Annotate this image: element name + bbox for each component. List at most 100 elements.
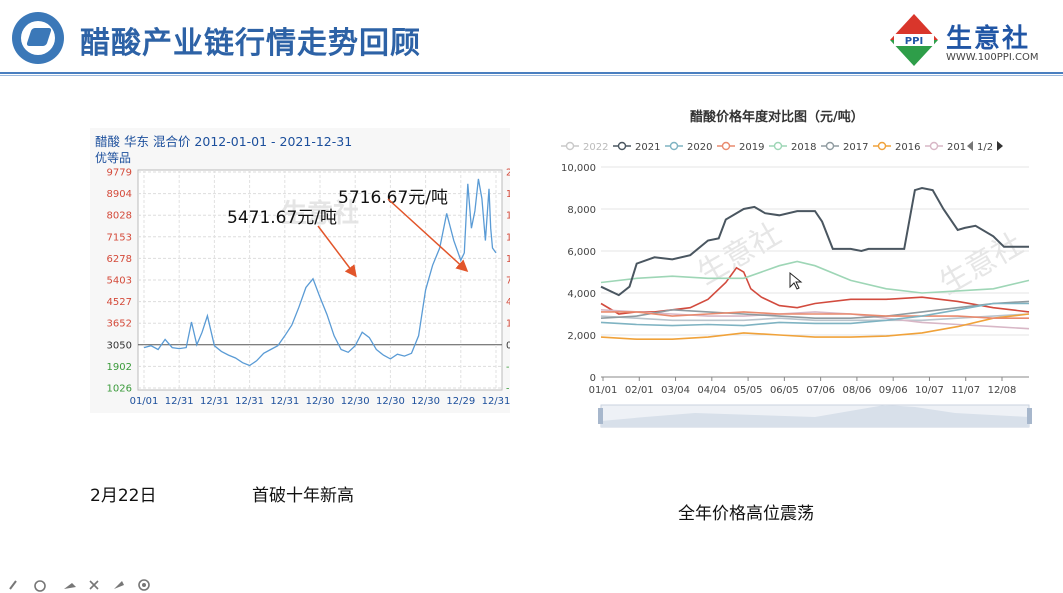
brand-name: 生意社 — [946, 24, 1031, 54]
legend-label: 2016 — [895, 142, 920, 153]
legend-page-indicator: 1/2 — [977, 142, 993, 153]
legend-swatch-dot — [669, 141, 679, 151]
legend-label: 2017 — [843, 142, 868, 153]
left-chart-svg: 生意社 9779 220.64% 8904 191.94% 8028 163.24% 7153… — [107, 168, 510, 408]
left-chart-title: 醋酸 华东 混合价 2012-01-01 - 2021-12-31 — [95, 134, 353, 149]
right-y-tick-label: 48.45% — [506, 297, 510, 308]
left-price-chart: 醋酸 华东 混合价 2012-01-01 - 2021-12-31 优等品 生意… — [90, 128, 510, 413]
legend-item-2017[interactable]: 2017 — [821, 141, 868, 153]
legend-swatch-dot — [929, 141, 939, 151]
brand-ppi-text: PPI — [905, 36, 923, 47]
legend-label: 2022 — [583, 142, 608, 153]
right-y-tick-label: 191.94% — [506, 189, 510, 200]
legend-prev-icon[interactable] — [967, 141, 973, 151]
left-y-tick-label: 8904 — [107, 189, 132, 200]
left-y-tick-label: 9779 — [107, 168, 132, 179]
legend-label: 2021 — [635, 142, 660, 153]
mouse-cursor-icon — [789, 271, 803, 290]
annotation-price-2: 5716.67元/吨 — [338, 188, 449, 208]
left-x-tick-label: 12/29 — [446, 396, 475, 407]
left-y-tick-label: 3050 — [107, 340, 132, 351]
right-y-tick-label: 10,000 — [561, 163, 596, 174]
zoom-slider-preview — [601, 405, 1029, 427]
left-y-tick-label: 6278 — [107, 254, 132, 265]
laser-pointer-icon — [138, 579, 150, 591]
pen-tool-icon — [34, 580, 46, 592]
legend-swatch-dot — [877, 141, 887, 151]
legend-item-2021[interactable]: 2021 — [613, 141, 660, 153]
left-x-tick-label: 12/30 — [306, 396, 335, 407]
right-y-tick-label: -66.33% — [506, 384, 510, 395]
legend-swatch-dot — [565, 141, 575, 151]
series-line-2017 — [600, 300, 1030, 319]
series-line-2020 — [600, 302, 1029, 327]
right-y-tick-label: 4,000 — [567, 289, 596, 300]
left-y-tick-label: 1902 — [107, 362, 132, 373]
slide-toolbar[interactable] — [6, 577, 166, 593]
right-x-tick-label: 01/01 — [589, 385, 618, 396]
legend-item-2020[interactable]: 2020 — [665, 141, 712, 153]
right-x-tick-label: 12/08 — [988, 385, 1017, 396]
caption-date: 2月22日 — [90, 486, 157, 506]
legend-item-2022[interactable]: 2022 — [561, 141, 608, 153]
left-y-tick-label: 1026 — [107, 384, 132, 395]
legend-swatch-dot — [721, 141, 731, 151]
right-x-tick-label: 04/04 — [697, 385, 726, 396]
series-line-2016 — [600, 313, 1030, 340]
right-y-tick-label: -37.64% — [506, 362, 510, 373]
legend-label: 201 — [947, 142, 966, 153]
left-x-tick-label: 12/31 — [270, 396, 299, 407]
legend-item-2016[interactable]: 2016 — [873, 141, 920, 153]
series-line-2013 — [600, 313, 1030, 322]
left-x-tick-label: 12/31 — [482, 396, 510, 407]
legend-swatch-dot — [617, 141, 627, 151]
header-divider-thin — [0, 75, 1063, 76]
brand-logo: PPI 生意社 WWW.100PPI.COM — [888, 12, 1058, 72]
left-x-tick-label: 01/01 — [130, 396, 159, 407]
right-watermark-1: 生意社 — [692, 217, 787, 292]
right-watermark-2: 生意社 — [934, 227, 1029, 302]
legend-label: 2020 — [687, 142, 712, 153]
highlighter-icon — [64, 583, 76, 589]
right-y-tick-label: 77.15% — [506, 276, 510, 287]
right-chart-caption: 全年价格高位震荡 — [678, 504, 814, 524]
legend-item-2018[interactable]: 2018 — [769, 141, 816, 153]
left-y-tick-label: 4527 — [107, 297, 132, 308]
right-x-tick-label: 03/04 — [661, 385, 690, 396]
left-watermark: 生意社 — [281, 198, 359, 229]
right-x-tick-label: 07/06 — [806, 385, 835, 396]
right-chart-title: 醋酸价格年度对比图（元/吨） — [690, 110, 864, 125]
header-divider — [0, 72, 1063, 74]
company-logo-icon — [12, 12, 64, 64]
right-y-tick-label: 105.85% — [506, 254, 510, 265]
right-x-tick-label: 09/06 — [879, 385, 908, 396]
pointer-tool-icon — [9, 580, 17, 590]
ppi-diamond-icon: PPI — [890, 14, 938, 66]
right-x-tick-label: 11/07 — [951, 385, 980, 396]
right-y-tick-label: 0.00% — [506, 340, 510, 351]
right-y-tick-label: 0 — [590, 373, 596, 384]
brand-url: WWW.100PPI.COM — [946, 52, 1039, 63]
right-y-tick-label: 19.76% — [506, 319, 510, 330]
legend-item-2019[interactable]: 2019 — [717, 141, 764, 153]
legend-swatch-dot — [825, 141, 835, 151]
left-y-tick-label: 5403 — [107, 276, 132, 287]
legend-label: 2019 — [739, 142, 764, 153]
series-line-2015 — [600, 309, 1030, 330]
left-x-tick-label: 12/30 — [411, 396, 440, 407]
left-x-tick-label: 12/31 — [235, 396, 264, 407]
arrow-tool-icon — [114, 581, 124, 589]
right-chart-legend[interactable]: 2022 2021 2020 2019 2018 2017 2016 201 1/2 — [555, 137, 1055, 155]
caption-record-high: 首破十年新高 — [252, 486, 354, 506]
left-chart-subtitle: 优等品 — [95, 151, 132, 165]
right-y-tick-label: 6,000 — [567, 247, 596, 258]
legend-next-icon[interactable] — [997, 141, 1003, 151]
legend-item-2015[interactable]: 201 — [925, 141, 966, 153]
right-y-tick-label: 134.55% — [506, 232, 510, 243]
left-x-tick-label: 12/31 — [165, 396, 194, 407]
right-y-tick-label: 163.24% — [506, 211, 510, 222]
left-y-tick-label: 3652 — [107, 319, 132, 330]
right-x-tick-label: 08/06 — [842, 385, 871, 396]
right-x-tick-label: 06/05 — [770, 385, 799, 396]
right-y-tick-label: 220.64% — [506, 168, 510, 179]
